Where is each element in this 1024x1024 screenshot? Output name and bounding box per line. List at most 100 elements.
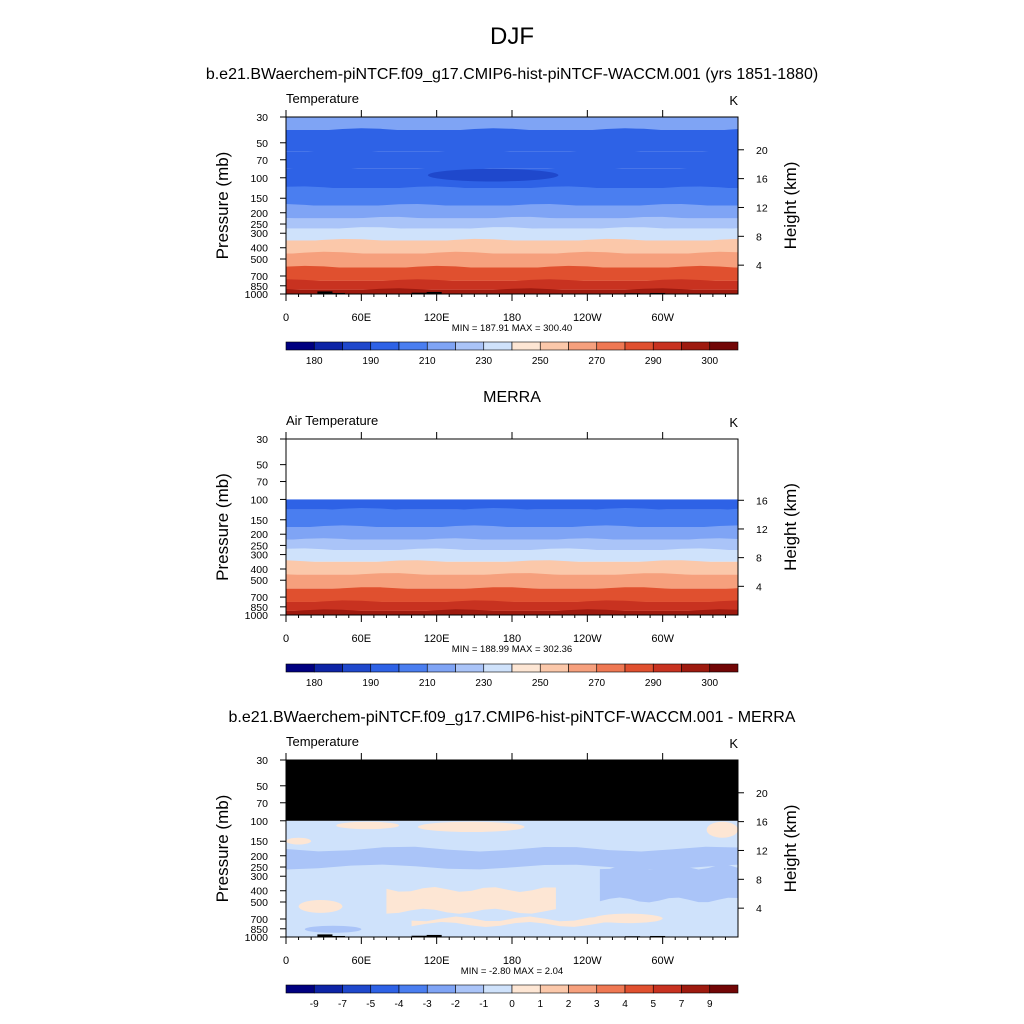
height-tick-label: 4: [756, 903, 762, 915]
pressure-tick-label: 100: [250, 816, 268, 828]
plot-area: [286, 499, 738, 615]
lon-tick-label: 60E: [352, 312, 372, 324]
band-contour-edge: [286, 279, 738, 284]
band-contour-edge: [286, 128, 738, 133]
pressure-tick-label: 400: [250, 886, 268, 898]
height-tick-label: 8: [756, 231, 762, 243]
band-contour-edge: [286, 204, 738, 209]
pressure-tick-label: 70: [256, 477, 268, 489]
colorbar-label: 270: [588, 678, 605, 689]
temperature-band: [286, 117, 738, 130]
colorbar-label: 190: [362, 356, 379, 367]
pressure-tick-label: 400: [250, 564, 268, 576]
diff-title: b.e21.BWaerchem-piNTCF.f09_g17.CMIP6-his…: [229, 709, 796, 726]
band-contour-edge: [286, 587, 738, 592]
min-max-stats: MIN = -2.80 MAX = 2.04: [461, 966, 563, 977]
colorbar-swatch: [652, 341, 682, 351]
colorbar-swatch: [681, 663, 711, 673]
topography-mask: [329, 935, 346, 937]
pressure-tick-label: 850: [250, 281, 268, 293]
colorbar-label: 0: [509, 999, 515, 1010]
pressure-tick-label: 500: [250, 575, 268, 587]
pressure-tick-label: 850: [250, 602, 268, 614]
pressure-tick-label: 200: [250, 529, 268, 541]
height-tick-label: 16: [756, 495, 768, 507]
min-max-stats: MIN = 188.99 MAX = 302.36: [452, 644, 572, 655]
colorbar-swatch: [398, 984, 428, 994]
pressure-tick-label: 70: [256, 155, 268, 167]
colorbar-swatch: [539, 663, 569, 673]
obs-title: MERRA: [483, 389, 541, 406]
colorbar-swatch: [370, 663, 400, 673]
temperature-band: [286, 561, 738, 575]
y2-axis-label: Height (km): [781, 805, 800, 893]
height-tick-label: 8: [756, 553, 762, 565]
height-tick-label: 20: [756, 145, 768, 157]
lon-tick-label: 120W: [573, 633, 602, 645]
lon-tick-label: 120E: [424, 955, 450, 967]
cold-tropopause-blob: [427, 168, 559, 182]
temperature-band: [286, 499, 738, 510]
colorbar-label: -1: [479, 999, 488, 1010]
pressure-tick-label: 300: [250, 871, 268, 883]
band-contour-edge: [286, 149, 738, 155]
temperature-band: [286, 574, 738, 589]
temperature-band: [286, 539, 738, 550]
colorbar-swatch: [681, 341, 711, 351]
pressure-tick-label: 300: [250, 228, 268, 240]
difference-anomaly-region: [593, 913, 663, 924]
difference-temperature-panel: Temperature K3050701001502002503004005007…: [213, 734, 800, 1010]
band-contour-edge: [286, 525, 738, 530]
difference-anomaly-region: [706, 821, 738, 838]
colorbar-swatch: [568, 341, 598, 351]
colorbar-label: -2: [451, 999, 460, 1010]
height-tick-label: 12: [756, 845, 768, 857]
colorbar-swatch: [483, 984, 513, 994]
colorbar-swatch: [342, 341, 372, 351]
band-contour-edge: [286, 238, 738, 244]
colorbar-label: 290: [645, 678, 662, 689]
pressure-tick-label: 250: [250, 540, 268, 552]
lon-tick-label: 180: [503, 633, 521, 645]
colorbar-swatch: [652, 663, 682, 673]
colorbar-swatch: [426, 984, 456, 994]
band-contour-edge: [286, 609, 738, 614]
lon-tick-label: 60E: [352, 633, 372, 645]
lon-tick-label: 0: [283, 955, 289, 967]
colorbar-label: 3: [594, 999, 600, 1010]
panel-units: K: [729, 415, 738, 430]
pressure-tick-label: 250: [250, 219, 268, 231]
colorbar-label: 210: [419, 678, 436, 689]
pressure-tick-label: 1000: [245, 289, 269, 301]
band-contour-edge: [286, 216, 738, 222]
season-title: DJF: [490, 23, 534, 50]
temperature-band: [286, 280, 738, 290]
difference-anomaly-region: [336, 821, 399, 830]
y2-axis-label: Height (km): [781, 162, 800, 250]
temperature-band: [286, 228, 738, 241]
difference-anomaly-region: [286, 837, 312, 845]
colorbar-swatch: [342, 663, 372, 673]
temperature-band: [286, 549, 738, 562]
colorbar-swatch: [285, 341, 315, 351]
lon-tick-label: 0: [283, 312, 289, 324]
colorbar-label: 250: [532, 356, 549, 367]
colorbar-label: 300: [701, 356, 718, 367]
colorbar-swatch: [285, 984, 315, 994]
colorbar-swatch: [624, 984, 654, 994]
colorbar-label: 190: [362, 678, 379, 689]
topography-mask: [426, 291, 442, 294]
lon-tick-label: 180: [503, 955, 521, 967]
y2-axis-label: Height (km): [781, 483, 800, 571]
height-tick-label: 8: [756, 874, 762, 886]
colorbar-swatch: [511, 341, 541, 351]
band-contour-edge: [286, 600, 738, 605]
height-tick-label: 4: [756, 581, 762, 593]
colorbar-label: 2: [566, 999, 572, 1010]
pressure-tick-label: 150: [250, 836, 268, 848]
topography-mask: [317, 934, 333, 937]
band-contour-edge: [286, 265, 738, 271]
colorbar-swatch: [568, 984, 598, 994]
height-tick-label: 4: [756, 260, 762, 272]
